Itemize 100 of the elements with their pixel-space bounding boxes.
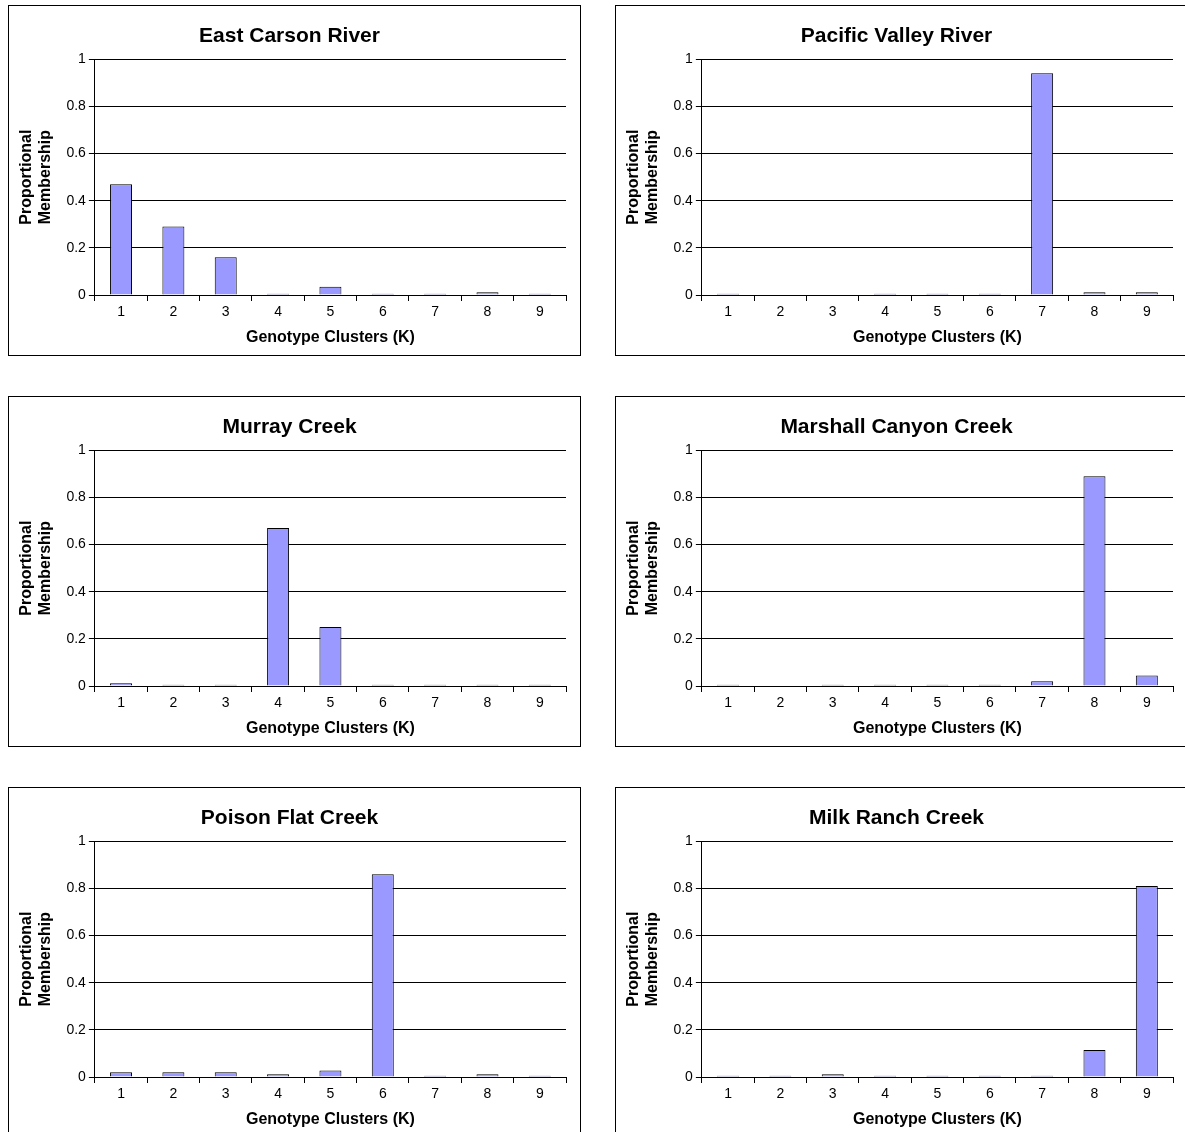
x-tick-label: 5 [326,1085,335,1102]
y-tick-label: 0.8 [673,97,694,114]
y-axis-title: Proportional Membership [17,520,54,616]
x-tick-label: 4 [881,303,890,320]
x-tick-label: 6 [378,1085,387,1102]
y-tick-label: 1 [685,50,694,67]
x-tick-label: 7 [431,694,440,711]
y-tick-label: 0.8 [66,879,87,896]
y-axis-title: Proportional Membership [17,129,54,225]
x-tick-label: 6 [378,303,387,320]
x-tick-label: 1 [117,303,126,320]
y-tick-label: 0.8 [673,879,694,896]
x-axis-title: Genotype Clusters (K) [245,718,415,736]
y-tick-label: 0.8 [673,488,694,505]
x-tick-label: 9 [1142,694,1151,711]
x-tick-label: 8 [1090,1085,1099,1102]
y-tick-label: 0.2 [66,629,87,646]
y-axis-title: Proportional Membership [17,911,54,1007]
x-tick-label: 2 [169,694,178,711]
chart-title: Pacific Valley River [800,23,993,47]
y-tick-label: 0.6 [673,144,694,161]
x-tick-label: 4 [274,694,283,711]
x-tick-label: 7 [431,303,440,320]
x-tick-label: 3 [221,303,230,320]
chart-title: Poison Flat Creek [200,805,379,829]
x-tick-label: 3 [221,1085,230,1102]
y-tick-label: 1 [78,832,87,849]
x-tick-label: 3 [828,694,837,711]
y-tick-label: 0.8 [66,97,87,114]
y-tick-label: 0.6 [66,926,87,943]
x-tick-label: 7 [1038,303,1047,320]
x-tick-label: 3 [828,1085,837,1102]
y-tick-label: 0.4 [66,582,87,599]
x-tick-label: 1 [117,1085,126,1102]
chart-title: East Carson River [199,23,380,47]
x-tick-label: 5 [326,694,335,711]
x-tick-label: 6 [985,694,994,711]
y-tick-label: 0.2 [673,1020,694,1037]
x-tick-label: 4 [881,694,890,711]
y-tick-label: 0 [78,285,87,302]
x-tick-label: 8 [483,694,492,711]
x-tick-label: 8 [1090,303,1099,320]
x-tick-label: 8 [483,1085,492,1102]
x-tick-label: 1 [724,303,733,320]
x-tick-label: 5 [326,303,335,320]
y-tick-label: 0.4 [673,582,694,599]
y-tick-label: 1 [78,441,87,458]
y-tick-label: 1 [685,441,694,458]
y-tick-label: 0.6 [66,535,87,552]
x-tick-label: 7 [1038,1085,1047,1102]
y-tick-label: 1 [685,832,694,849]
y-axis-title: Proportional Membership [624,911,661,1007]
x-tick-label: 9 [535,694,544,711]
x-tick-label: 1 [117,694,126,711]
y-tick-label: 0 [78,1067,87,1084]
x-tick-label: 8 [1090,694,1099,711]
x-tick-label: 4 [274,1085,283,1102]
y-tick-label: 0.4 [673,973,694,990]
x-tick-label: 1 [724,694,733,711]
y-tick-label: 0.4 [673,191,694,208]
x-tick-label: 6 [985,1085,994,1102]
x-tick-label: 4 [274,303,283,320]
x-tick-label: 3 [828,303,837,320]
x-tick-label: 2 [169,1085,178,1102]
y-tick-label: 0.2 [673,629,694,646]
x-tick-label: 5 [933,1085,942,1102]
x-axis-title: Genotype Clusters (K) [245,327,415,345]
y-tick-label: 0.6 [673,926,694,943]
x-tick-label: 1 [724,1085,733,1102]
chart-title: Murray Creek [222,414,357,438]
y-tick-label: 0 [78,676,87,693]
chart-title: Milk Ranch Creek [808,805,985,829]
y-tick-label: 0 [685,676,694,693]
x-tick-label: 7 [431,1085,440,1102]
y-tick-label: 0.2 [66,1020,87,1037]
y-tick-label: 0.8 [66,488,87,505]
y-tick-label: 0 [685,285,694,302]
x-tick-label: 7 [1038,694,1047,711]
x-tick-label: 2 [776,303,785,320]
x-tick-label: 2 [776,694,785,711]
x-tick-label: 9 [535,303,544,320]
y-tick-label: 1 [78,50,87,67]
x-axis-title: Genotype Clusters (K) [245,1109,415,1127]
x-tick-label: 2 [169,303,178,320]
x-axis-title: Genotype Clusters (K) [852,1109,1022,1127]
x-axis-title: Genotype Clusters (K) [852,327,1022,345]
x-tick-label: 8 [483,303,492,320]
x-tick-label: 5 [933,303,942,320]
x-tick-label: 6 [378,694,387,711]
y-tick-label: 0.6 [673,535,694,552]
x-tick-label: 2 [776,1085,785,1102]
x-tick-label: 6 [985,303,994,320]
x-tick-label: 9 [1142,1085,1151,1102]
y-tick-label: 0.2 [673,238,694,255]
x-tick-label: 4 [881,1085,890,1102]
y-tick-label: 0.4 [66,191,87,208]
x-tick-label: 9 [1142,303,1151,320]
x-tick-label: 3 [221,694,230,711]
chart-title: Marshall Canyon Creek [780,414,1013,438]
x-tick-label: 5 [933,694,942,711]
